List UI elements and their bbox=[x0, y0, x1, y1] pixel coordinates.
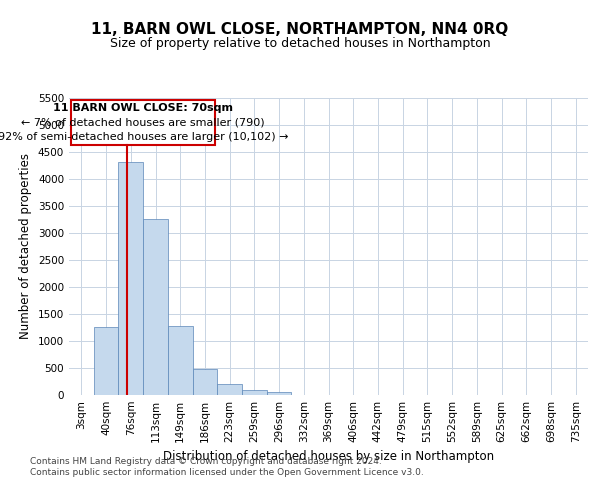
Bar bbox=[193, 369, 217, 395]
X-axis label: Distribution of detached houses by size in Northampton: Distribution of detached houses by size … bbox=[163, 450, 494, 464]
Bar bbox=[267, 392, 292, 395]
Y-axis label: Number of detached properties: Number of detached properties bbox=[19, 153, 32, 340]
Text: 11, BARN OWL CLOSE, NORTHAMPTON, NN4 0RQ: 11, BARN OWL CLOSE, NORTHAMPTON, NN4 0RQ bbox=[91, 22, 509, 38]
Bar bbox=[94, 328, 118, 395]
Bar bbox=[143, 219, 168, 395]
Text: 11 BARN OWL CLOSE: 70sqm: 11 BARN OWL CLOSE: 70sqm bbox=[53, 103, 233, 113]
Bar bbox=[242, 390, 267, 395]
Text: Contains HM Land Registry data © Crown copyright and database right 2024.
Contai: Contains HM Land Registry data © Crown c… bbox=[30, 458, 424, 477]
Bar bbox=[217, 384, 242, 395]
Text: 92% of semi-detached houses are larger (10,102) →: 92% of semi-detached houses are larger (… bbox=[0, 132, 289, 142]
Text: ← 7% of detached houses are smaller (790): ← 7% of detached houses are smaller (790… bbox=[22, 118, 265, 128]
Bar bbox=[168, 326, 193, 395]
Text: Size of property relative to detached houses in Northampton: Size of property relative to detached ho… bbox=[110, 38, 490, 51]
FancyBboxPatch shape bbox=[71, 100, 215, 145]
Bar bbox=[118, 162, 143, 395]
